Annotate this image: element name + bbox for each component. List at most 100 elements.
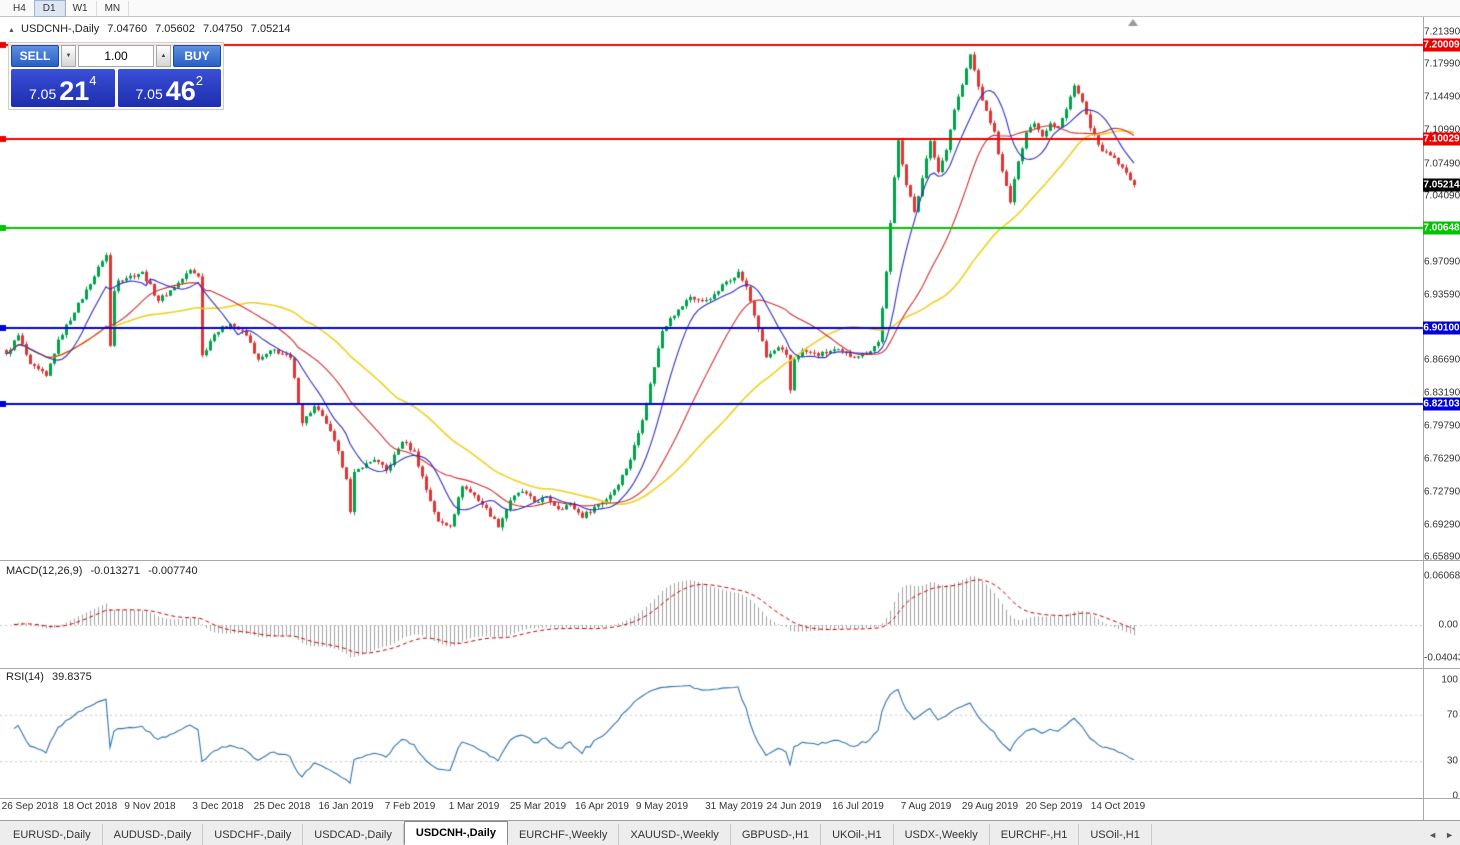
price-axis-label: 6.69290 xyxy=(1424,519,1460,531)
volume-input[interactable] xyxy=(78,45,154,67)
price-axis-label: 7.21390 xyxy=(1424,26,1460,38)
price-axis-label: 6.97090 xyxy=(1424,256,1460,268)
time-axis-label: 24 Jun 2019 xyxy=(766,801,822,812)
time-axis-label: 9 Nov 2018 xyxy=(124,801,176,812)
time-axis-label: 25 Mar 2019 xyxy=(509,801,567,812)
price-axis-label: 7.17990 xyxy=(1424,58,1460,70)
sell-price-pips: 21 xyxy=(59,76,90,106)
macd-signal-value: -0.007740 xyxy=(148,565,198,577)
timeframe-button-d1[interactable]: D1 xyxy=(33,0,66,17)
price-axis-label: 6.86690 xyxy=(1424,354,1460,366)
chart-tab-xauusd-weekly[interactable]: XAUUSD-,Weekly xyxy=(619,824,731,845)
one-click-trading-panel: SELL ▼ ▲ BUY 7.05 21 4 7.05 46 2 xyxy=(8,42,224,110)
time-axis-label: 16 Jul 2019 xyxy=(832,801,884,812)
time-axis-label: 7 Feb 2019 xyxy=(384,801,436,812)
sell-price-point: 4 xyxy=(89,73,97,88)
low-value: 7.04750 xyxy=(202,23,243,35)
macd-axis-label: -0.040432 xyxy=(1424,652,1460,664)
chart-tab-usdcad-daily[interactable]: USDCAD-,Daily xyxy=(303,824,404,845)
buy-quote-panel[interactable]: 7.05 46 2 xyxy=(117,69,221,107)
chart-tab-eurchf-weekly[interactable]: EURCHF-,Weekly xyxy=(508,824,620,845)
time-axis-label: 7 Aug 2019 xyxy=(900,801,952,812)
price-axis-label: 6.72790 xyxy=(1424,486,1460,498)
tab-scroll-left-icon[interactable]: ◄ xyxy=(1428,830,1438,840)
buy-button[interactable]: BUY xyxy=(173,45,221,67)
timeframe-toolbar: H4 D1 W1 MN xyxy=(0,0,1460,17)
chart-tab-eurusd-daily[interactable]: EURUSD-,Daily xyxy=(2,824,103,845)
chart-tab-usoil-h1[interactable]: USOil-,H1 xyxy=(1079,824,1152,845)
chart-tab-gbpusd-h1[interactable]: GBPUSD-,H1 xyxy=(731,824,822,845)
macd-main-value: -0.013271 xyxy=(90,565,141,577)
price-axis-label: 7.07490 xyxy=(1424,158,1460,169)
close-value: 7.05214 xyxy=(250,23,291,35)
time-axis-label: 3 Dec 2018 xyxy=(192,801,244,812)
chart-tab-usdx-weekly[interactable]: USDX-,Weekly xyxy=(894,824,990,845)
tab-scroll-right-icon[interactable]: ► xyxy=(1445,830,1454,840)
chart-tab-usdchf-daily[interactable]: USDCHF-,Daily xyxy=(203,824,304,845)
timeframe-button-h4[interactable]: H4 xyxy=(5,0,35,16)
pane-separator-rsi[interactable] xyxy=(0,668,1460,669)
price-axis-label: 7.10990 xyxy=(1424,124,1460,136)
chart-symbol-label: USDCNH-,Daily xyxy=(21,23,100,35)
rsi-value: 39.8375 xyxy=(51,671,92,683)
price-line-badge: 6.90100 xyxy=(1423,321,1460,335)
chart-marker-icon: ▲ xyxy=(8,27,15,34)
open-value: 7.04760 xyxy=(107,23,148,35)
volume-up-button[interactable]: ▲ xyxy=(156,45,171,67)
tab-scroll-arrows: ◄ ► xyxy=(1428,830,1454,840)
sell-button[interactable]: SELL xyxy=(11,45,59,67)
buy-price-pips: 46 xyxy=(165,76,196,106)
pane-separator-macd[interactable] xyxy=(0,560,1460,561)
timeframe-button-w1[interactable]: W1 xyxy=(65,0,97,16)
volume-down-button[interactable]: ▼ xyxy=(61,45,76,67)
chart-tab-usdcnh-daily[interactable]: USDCNH-,Daily xyxy=(403,821,508,845)
current-price-badge: 7.05214 xyxy=(1423,178,1460,192)
price-axis-label: 6.76290 xyxy=(1424,453,1460,465)
chart-tab-ukoil-h1[interactable]: UKOil-,H1 xyxy=(821,824,894,845)
time-axis-label: 20 Sep 2019 xyxy=(1025,801,1083,812)
buy-price-prefix: 7.05 xyxy=(135,86,163,102)
price-axis-label: 6.83190 xyxy=(1424,387,1460,399)
rsi-indicator-label: RSI(14) 39.8375 xyxy=(6,671,92,683)
price-axis-label: 7.14490 xyxy=(1424,91,1460,103)
time-axis-label: 1 Mar 2019 xyxy=(448,801,500,812)
macd-name: MACD(12,26,9) xyxy=(6,565,83,577)
rsi-axis-label: 70 xyxy=(1446,709,1458,721)
time-axis-label: 18 Oct 2018 xyxy=(62,801,118,812)
time-axis-label: 14 Oct 2019 xyxy=(1090,801,1146,812)
macd-axis-label: 0.060687 xyxy=(1424,570,1460,582)
trade-controls-row: SELL ▼ ▲ BUY xyxy=(11,45,221,67)
time-axis-label: 29 Aug 2019 xyxy=(961,801,1019,812)
price-line-badge: 7.20009 xyxy=(1423,38,1460,52)
rsi-axis-label: 30 xyxy=(1446,755,1458,767)
time-axis-label: 25 Dec 2018 xyxy=(253,801,311,812)
price-axis-label: 6.65890 xyxy=(1424,551,1460,563)
time-axis-label: 16 Apr 2019 xyxy=(575,801,629,812)
price-line-badge: 7.10029 xyxy=(1423,132,1460,146)
sell-quote-panel[interactable]: 7.05 21 4 xyxy=(11,69,115,107)
price-line-badge: 6.82103 xyxy=(1423,397,1460,411)
macd-axis-label: 0.00 xyxy=(1438,619,1458,631)
time-axis-label: 9 May 2019 xyxy=(635,801,689,812)
timeframe-button-mn[interactable]: MN xyxy=(97,0,130,16)
price-axis-label: 6.79790 xyxy=(1424,420,1460,431)
rsi-axis-label: 0 xyxy=(1452,790,1458,802)
chart-tabs-bar: EURUSD-,Daily AUDUSD-,Daily USDCHF-,Daily U… xyxy=(0,820,1460,845)
rsi-name: RSI(14) xyxy=(6,671,44,683)
price-axis-label: 6.93590 xyxy=(1424,289,1460,301)
chart-tab-eurchf-h1[interactable]: EURCHF-,H1 xyxy=(990,824,1080,845)
sell-price-prefix: 7.05 xyxy=(28,86,57,102)
quote-panels-row: 7.05 21 4 7.05 46 2 xyxy=(11,69,221,107)
price-axis-label: 7.04090 xyxy=(1424,190,1460,202)
arrow-up-icon: ▲ xyxy=(160,53,167,59)
time-axis-separator xyxy=(0,798,1460,799)
rsi-axis-label: 100 xyxy=(1441,674,1458,686)
arrow-down-icon: ▼ xyxy=(65,53,72,59)
price-axis-border xyxy=(1423,17,1424,820)
chart-tab-audusd-daily[interactable]: AUDUSD-,Daily xyxy=(103,824,204,845)
time-axis-label: 26 Sep 2018 xyxy=(1,801,59,812)
time-axis-label: 31 May 2019 xyxy=(705,801,763,812)
